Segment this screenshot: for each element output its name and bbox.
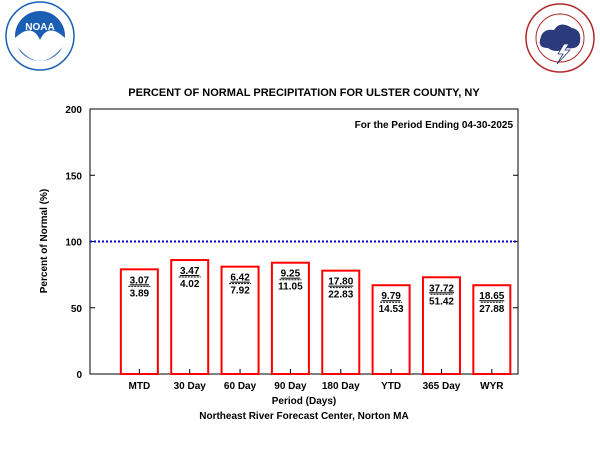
bar [220, 265, 260, 375]
noaa-logo: NOAA [5, 1, 75, 71]
noaa-logo-bird [15, 30, 65, 61]
bar [170, 259, 210, 375]
x-tick-label: 60 Day [224, 381, 257, 392]
lightning-icon [556, 43, 571, 65]
bar [472, 284, 512, 376]
bar-normal-label: 3.89 [130, 288, 150, 299]
y-tick-label: 100 [65, 238, 82, 249]
bar [270, 261, 310, 376]
bar-normal-label: 4.02 [180, 279, 200, 290]
bar-observed-label: 17.80 [328, 277, 353, 288]
bar-normal-label: 7.92 [230, 286, 250, 297]
x-tick-label: 180 Day [322, 381, 360, 392]
bar-observed-label: 3.47 [180, 266, 200, 277]
nws-logo [525, 3, 595, 73]
x-tick-label: MTD [129, 381, 151, 392]
bar-observed-label: 9.25 [281, 269, 301, 280]
chart-title: PERCENT OF NORMAL PRECIPITATION FOR ULST… [128, 87, 480, 99]
x-axis-label: Period (Days) [272, 396, 336, 407]
bar-observed-label: 37.72 [429, 283, 454, 294]
noaa-logo-text: NOAA [25, 22, 54, 33]
x-tick-label: YTD [381, 381, 401, 392]
x-tick-label: 30 Day [174, 381, 207, 392]
bar-normal-label: 51.42 [429, 296, 454, 307]
x-tick-label: WYR [480, 381, 504, 392]
x-tick-label: 90 Day [274, 381, 307, 392]
y-axis-label: Percent of Normal (%) [39, 189, 50, 293]
bar-observed-label: 6.42 [230, 273, 250, 284]
period-annotation: For the Period Ending 04-30-2025 [355, 120, 514, 131]
bar [371, 284, 411, 376]
x-axis: MTD 30 Day 60 Day 90 Day 180 Day YTD 365 Day WY… [129, 369, 504, 392]
footer-credit: Northeast River Forecast Center, Norton … [199, 411, 409, 422]
nws-logo-cloud [539, 24, 581, 51]
y-tick-label: 150 [65, 171, 82, 182]
bar-normal-label: 11.05 [278, 282, 303, 293]
bar-observed-label: 9.79 [381, 291, 401, 302]
bars: 3.07 3.89 3.47 4.02 6.42 7.92 9.25 11.05 17.80 22… [119, 259, 512, 376]
y-tick-label: 0 [76, 370, 82, 381]
bar-normal-label: 22.83 [328, 290, 353, 301]
y-tick-label: 50 [71, 304, 83, 315]
bar-normal-label: 14.53 [379, 304, 404, 315]
bar-normal-label: 27.88 [479, 304, 504, 315]
x-tick-label: 365 Day [423, 381, 461, 392]
bar-observed-label: 18.65 [479, 291, 504, 302]
y-axis: 0 50 100 150 200 [65, 105, 518, 381]
bar-observed-label: 3.07 [130, 275, 150, 286]
y-tick-label: 200 [65, 105, 82, 116]
